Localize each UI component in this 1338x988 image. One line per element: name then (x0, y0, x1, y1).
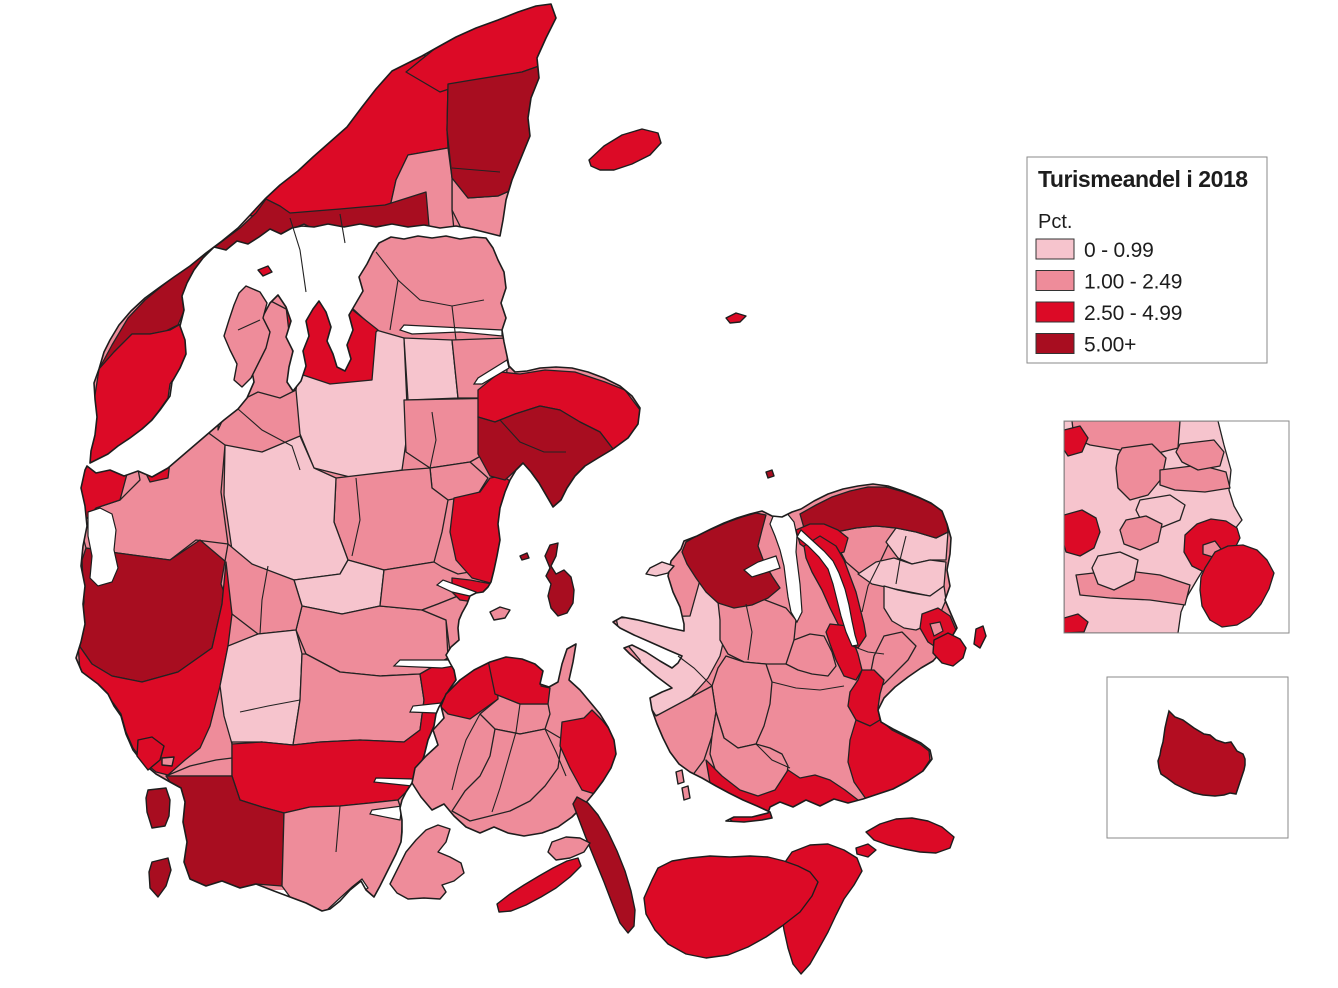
svg-text:0 - 0.99: 0 - 0.99 (1084, 239, 1154, 262)
svg-text:Pct.: Pct. (1038, 211, 1072, 233)
svg-text:1.00 - 2.49: 1.00 - 2.49 (1084, 271, 1182, 294)
svg-text:5.00+: 5.00+ (1084, 334, 1136, 357)
svg-text:2.50 - 4.99: 2.50 - 4.99 (1084, 302, 1182, 325)
svg-text:Turismeandel i 2018: Turismeandel i 2018 (1038, 166, 1248, 192)
